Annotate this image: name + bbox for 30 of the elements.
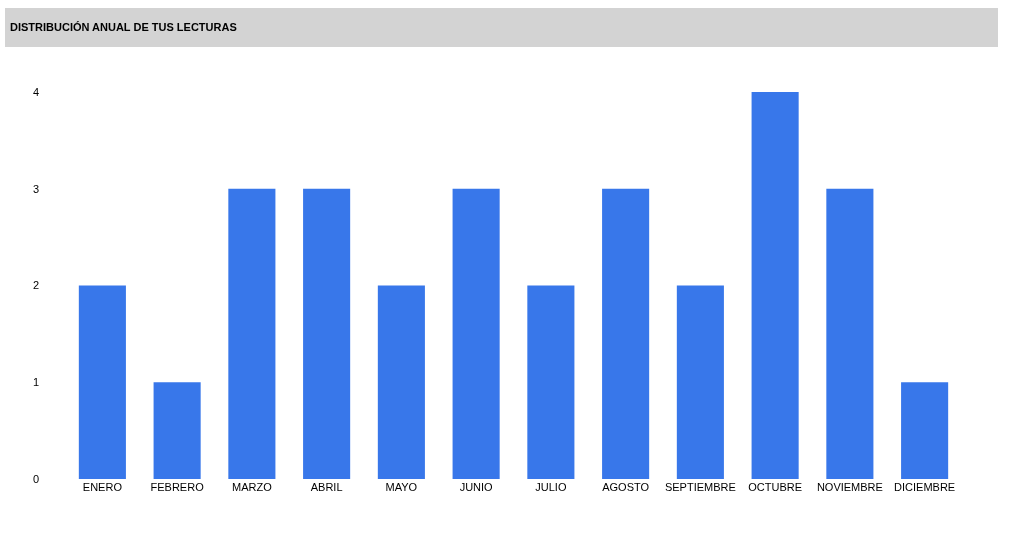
x-tick-label: OCTUBRE [748, 481, 803, 493]
y-tick-label: 1 [32, 376, 39, 389]
y-tick-label: 4 [32, 85, 39, 98]
bar [901, 382, 949, 479]
bar [602, 188, 650, 479]
y-tick-label: 3 [32, 182, 39, 195]
x-tick-label: MAYO [385, 481, 418, 493]
bar [377, 285, 425, 479]
y-tick-label: 0 [32, 472, 39, 485]
bar [751, 92, 799, 479]
x-tick-label: SEPTIEMBRE [664, 481, 736, 493]
bar [826, 188, 874, 479]
bar [228, 188, 276, 479]
bar [303, 188, 351, 479]
bar [527, 285, 575, 479]
chart-title: DISTRIBUCIÓN ANUAL DE TUS LECTURAS [5, 8, 998, 47]
y-tick-label: 2 [32, 279, 39, 292]
bar [452, 188, 500, 479]
x-tick-label: FEBRERO [150, 481, 205, 493]
bar [676, 285, 724, 479]
x-tick-label: MARZO [232, 481, 273, 493]
bar [78, 285, 126, 479]
x-tick-label: ABRIL [310, 481, 343, 493]
x-tick-label: JULIO [535, 481, 567, 493]
x-tick-label: NOVIEMBRE [816, 481, 883, 493]
x-tick-label: DICIEMBRE [894, 481, 956, 493]
x-tick-label: ENERO [82, 481, 123, 493]
x-tick-label: AGOSTO [602, 481, 650, 493]
bar [153, 382, 201, 479]
x-tick-label: JUNIO [459, 481, 494, 493]
